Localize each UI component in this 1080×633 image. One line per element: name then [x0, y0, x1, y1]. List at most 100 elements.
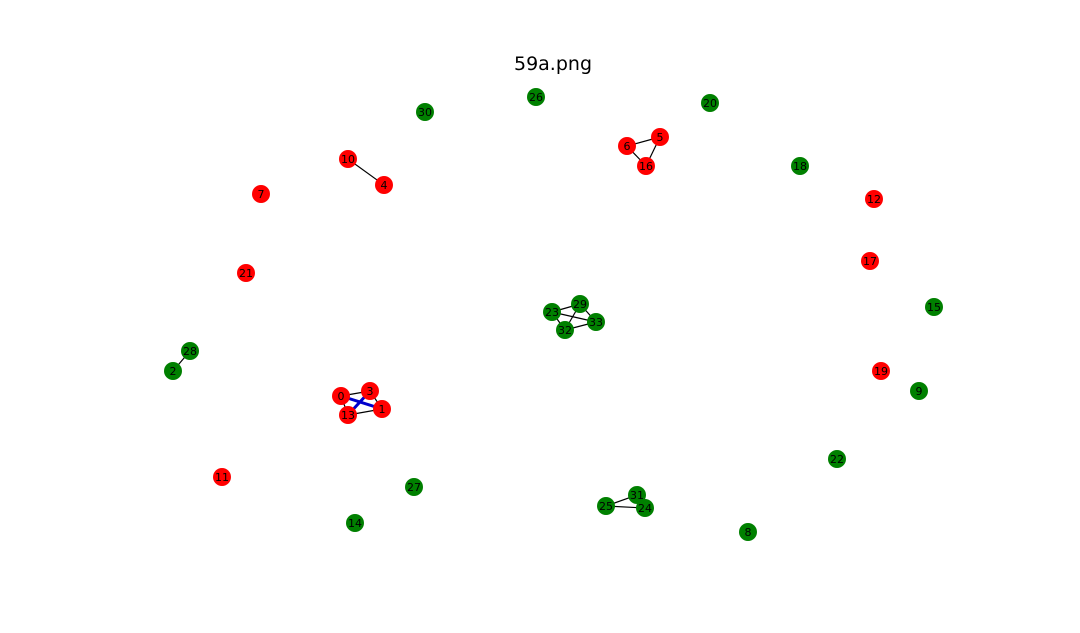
node-label-0: 0	[338, 390, 345, 403]
node-25: 25	[597, 497, 615, 515]
node-label-1: 1	[379, 403, 386, 416]
node-circle-2	[164, 362, 182, 380]
node-label-8: 8	[745, 526, 752, 539]
node-30: 30	[416, 103, 434, 121]
node-22: 22	[828, 450, 846, 468]
figure-title: 59a.png	[514, 53, 592, 75]
node-label-16: 16	[639, 160, 653, 173]
node-circle-5	[651, 128, 669, 146]
node-circle-13	[339, 406, 357, 424]
node-circle-22	[828, 450, 846, 468]
node-label-4: 4	[381, 179, 388, 192]
node-label-31: 31	[630, 489, 644, 502]
node-label-23: 23	[545, 306, 559, 319]
node-circle-17	[861, 252, 879, 270]
node-31: 31	[628, 486, 646, 504]
node-label-6: 6	[624, 140, 631, 153]
node-4: 4	[375, 176, 393, 194]
node-circle-18	[791, 157, 809, 175]
node-11: 11	[213, 468, 231, 486]
node-14: 14	[346, 514, 364, 532]
node-circle-30	[416, 103, 434, 121]
node-5: 5	[651, 128, 669, 146]
node-6: 6	[618, 137, 636, 155]
node-circle-29	[571, 295, 589, 313]
node-24: 24	[636, 499, 654, 517]
node-label-30: 30	[418, 106, 432, 119]
node-16: 16	[637, 157, 655, 175]
node-label-15: 15	[927, 301, 941, 314]
node-29: 29	[571, 295, 589, 313]
node-7: 7	[252, 185, 270, 203]
node-10: 10	[339, 150, 357, 168]
node-label-28: 28	[183, 345, 197, 358]
node-label-32: 32	[558, 324, 572, 337]
node-2: 2	[164, 362, 182, 380]
node-label-7: 7	[258, 188, 265, 201]
node-18: 18	[791, 157, 809, 175]
node-circle-0	[332, 387, 350, 405]
node-3: 3	[361, 382, 379, 400]
node-13: 13	[339, 406, 357, 424]
node-circle-3	[361, 382, 379, 400]
node-circle-9	[910, 382, 928, 400]
node-20: 20	[701, 94, 719, 112]
node-0: 0	[332, 387, 350, 405]
node-label-12: 12	[867, 193, 881, 206]
node-label-20: 20	[703, 97, 717, 110]
node-circle-15	[925, 298, 943, 316]
node-circle-16	[637, 157, 655, 175]
node-label-3: 3	[367, 385, 374, 398]
node-circle-31	[628, 486, 646, 504]
node-label-26: 26	[529, 91, 543, 104]
node-circle-10	[339, 150, 357, 168]
node-circle-23	[543, 303, 561, 321]
node-circle-12	[865, 190, 883, 208]
node-circle-8	[739, 523, 757, 541]
node-21: 21	[237, 264, 255, 282]
node-12: 12	[865, 190, 883, 208]
node-label-18: 18	[793, 160, 807, 173]
node-label-27: 27	[407, 481, 421, 494]
node-circle-14	[346, 514, 364, 532]
node-circle-27	[405, 478, 423, 496]
node-27: 27	[405, 478, 423, 496]
node-circle-24	[636, 499, 654, 517]
node-label-25: 25	[599, 500, 613, 513]
node-circle-28	[181, 342, 199, 360]
node-15: 15	[925, 298, 943, 316]
node-circle-25	[597, 497, 615, 515]
node-28: 28	[181, 342, 199, 360]
node-label-21: 21	[239, 267, 253, 280]
node-label-9: 9	[916, 385, 923, 398]
node-circle-19	[872, 362, 890, 380]
node-circle-11	[213, 468, 231, 486]
node-26: 26	[527, 88, 545, 106]
node-circle-1	[373, 400, 391, 418]
node-label-11: 11	[215, 471, 229, 484]
node-circle-33	[587, 313, 605, 331]
node-circle-20	[701, 94, 719, 112]
node-label-2: 2	[170, 365, 177, 378]
node-label-22: 22	[830, 453, 844, 466]
node-circle-32	[556, 321, 574, 339]
node-label-14: 14	[348, 517, 362, 530]
node-19: 19	[872, 362, 890, 380]
node-label-24: 24	[638, 502, 652, 515]
node-23: 23	[543, 303, 561, 321]
node-label-5: 5	[657, 131, 664, 144]
node-label-33: 33	[589, 316, 603, 329]
node-32: 32	[556, 321, 574, 339]
node-label-19: 19	[874, 365, 888, 378]
node-label-13: 13	[341, 409, 355, 422]
node-circle-6	[618, 137, 636, 155]
node-circle-26	[527, 88, 545, 106]
node-label-17: 17	[863, 255, 877, 268]
node-8: 8	[739, 523, 757, 541]
node-label-10: 10	[341, 153, 355, 166]
node-17: 17	[861, 252, 879, 270]
node-circle-21	[237, 264, 255, 282]
